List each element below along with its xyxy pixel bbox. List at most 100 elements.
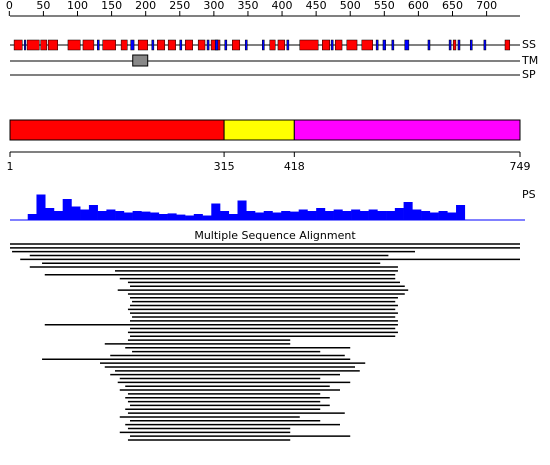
ps-bar [429, 212, 439, 220]
ruler-label: 700 [476, 0, 497, 12]
ss-label: SS [522, 38, 536, 51]
ps-bar [220, 211, 230, 220]
ruler-label: 350 [237, 0, 258, 12]
helix [197, 39, 206, 51]
ruler-label: 50 [36, 0, 50, 12]
domain-boundary-label: 418 [284, 160, 305, 173]
ps-bar [342, 211, 352, 220]
helix [40, 39, 48, 51]
ps-bar [62, 199, 72, 220]
strand [24, 39, 26, 51]
domain [223, 119, 295, 141]
ps-bar [115, 211, 125, 220]
helix [277, 39, 286, 51]
ps-bar [202, 215, 212, 220]
ps-bar [36, 194, 46, 220]
helix [167, 39, 176, 51]
ruler-label: 550 [374, 0, 395, 12]
tm-label: TM [521, 54, 538, 67]
strand [375, 39, 379, 51]
ps-bar [45, 208, 55, 220]
ruler-label: 400 [272, 0, 293, 12]
sp-label: SP [522, 68, 536, 81]
strand [404, 39, 410, 51]
helix [82, 39, 95, 51]
domain-boundary-label: 315 [214, 160, 235, 173]
ruler-label: 450 [306, 0, 327, 12]
strand [457, 39, 461, 51]
ps-bar [324, 211, 334, 220]
ps-bar [254, 212, 265, 220]
helix [346, 39, 358, 51]
helix [299, 39, 319, 51]
ps-bar [421, 211, 431, 220]
ps-bar [132, 211, 142, 220]
helix [26, 39, 40, 51]
ps-bar [106, 209, 116, 220]
ruler-label: 0 [6, 0, 13, 12]
ps-label: PS [522, 188, 536, 201]
msa-title: Multiple Sequence Alignment [194, 229, 356, 242]
ps-bar [167, 213, 177, 220]
ps-bar [193, 214, 203, 220]
ps-bar [289, 211, 299, 220]
ps-bar [298, 209, 308, 220]
ps-bar [53, 211, 63, 220]
ps-bar [307, 211, 317, 220]
helix [322, 39, 331, 51]
strand [469, 39, 473, 51]
helix [361, 39, 373, 51]
helix [47, 39, 58, 51]
ps-bar [333, 209, 343, 220]
ps-bar [141, 211, 151, 220]
ps-bar [150, 212, 160, 220]
strand [286, 39, 290, 51]
strand [179, 39, 183, 51]
helix [334, 39, 343, 51]
ps-bar [438, 211, 448, 220]
helix [13, 39, 23, 51]
ruler-label: 300 [203, 0, 224, 12]
ps-bar [359, 211, 369, 220]
strand [206, 39, 210, 51]
helix [137, 39, 148, 51]
ps-bar [316, 208, 326, 220]
ps-bar [403, 202, 413, 220]
ps-bar [71, 206, 81, 220]
strand [382, 39, 386, 51]
strand [483, 39, 487, 51]
ps-bar [123, 212, 133, 220]
domain-boundary-label: 1 [7, 160, 14, 173]
helix [452, 39, 457, 51]
ruler-label: 100 [67, 0, 88, 12]
helix [67, 39, 81, 51]
ps-bar [176, 214, 186, 220]
strand [224, 39, 228, 51]
ps-bar [246, 211, 256, 220]
ps-bar [447, 212, 457, 220]
strand [214, 39, 219, 51]
strand [130, 39, 135, 51]
ps-bar [228, 214, 238, 220]
strand [244, 39, 248, 51]
ps-bar [80, 209, 90, 220]
helix [232, 39, 241, 51]
ps-bar [456, 205, 466, 220]
ps-bar [263, 211, 273, 220]
strand [448, 39, 452, 51]
ps-bar [97, 211, 107, 220]
helix [102, 39, 116, 51]
ruler-label: 200 [135, 0, 156, 12]
ps-bar [281, 211, 291, 220]
ps-bar [394, 208, 404, 220]
domain-boundary-label: 749 [510, 160, 531, 173]
helix [157, 39, 166, 51]
ps-bar [412, 209, 422, 220]
ruler-label: 650 [442, 0, 463, 12]
ruler-label: 250 [169, 0, 190, 12]
helix [269, 39, 276, 51]
helix [120, 39, 128, 51]
ps-bar [211, 203, 221, 220]
ruler-label: 500 [340, 0, 361, 12]
